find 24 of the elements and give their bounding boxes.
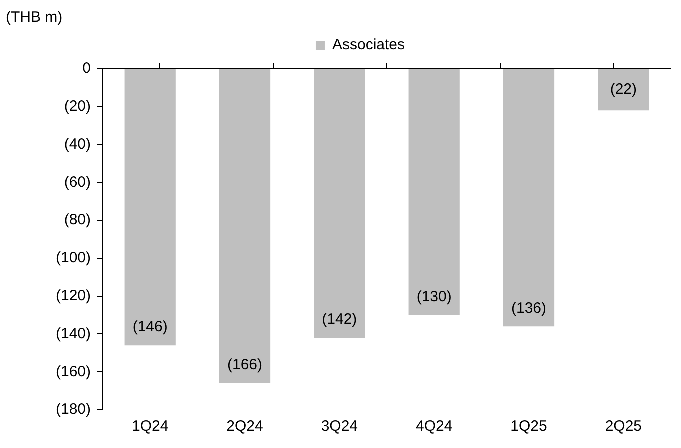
x-tick-label: 2Q24 — [226, 418, 264, 436]
x-tick-label: 2Q25 — [605, 418, 642, 436]
y-tick-label: (20) — [64, 98, 92, 116]
x-tick-label: 1Q24 — [132, 418, 169, 436]
y-tick-label: (100) — [56, 250, 92, 267]
data-label: (166) — [227, 356, 263, 374]
y-tick-label: (140) — [56, 325, 92, 342]
x-tick-label: 4Q24 — [416, 418, 453, 436]
y-tick-label: (60) — [64, 174, 92, 191]
data-label: (142) — [322, 311, 358, 328]
x-tick-label: 1Q25 — [510, 418, 548, 436]
y-tick-label: (40) — [64, 136, 92, 153]
data-label: (146) — [132, 318, 168, 336]
x-tick-label: 3Q24 — [321, 418, 358, 436]
y-tick-label: (160) — [56, 363, 92, 380]
data-label: (130) — [416, 288, 452, 306]
y-tick-label: (180) — [56, 401, 92, 418]
legend-label: Associates — [332, 36, 406, 54]
y-axis-title: (THB m) — [6, 9, 63, 26]
y-tick-label: (120) — [56, 287, 92, 304]
data-label: (22) — [610, 80, 638, 98]
data-label: (136) — [511, 300, 547, 317]
y-tick-label: 0 — [82, 60, 92, 78]
y-tick-label: (80) — [64, 212, 92, 229]
